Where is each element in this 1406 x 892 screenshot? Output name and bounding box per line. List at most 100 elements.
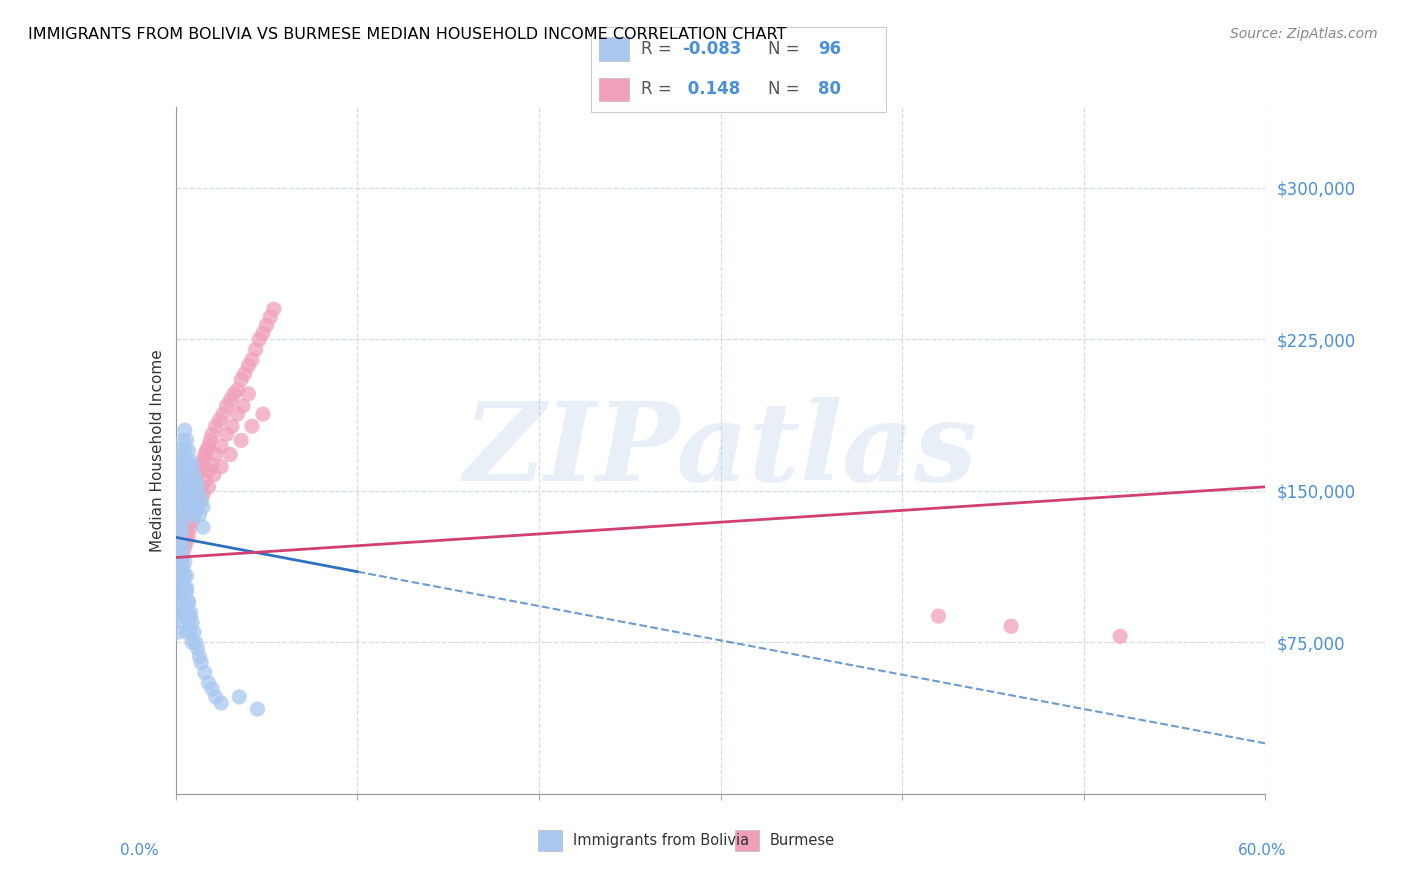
Point bbox=[169, 534, 191, 549]
Point bbox=[169, 549, 191, 563]
Point bbox=[179, 609, 201, 624]
Point bbox=[179, 605, 201, 619]
Point bbox=[197, 480, 219, 494]
Point bbox=[238, 387, 260, 401]
Point bbox=[184, 494, 207, 508]
Point bbox=[177, 595, 200, 609]
Point bbox=[166, 585, 188, 599]
Bar bbox=[537, 830, 562, 851]
Bar bbox=[599, 78, 628, 102]
Point bbox=[173, 555, 195, 569]
Text: 60.0%: 60.0% bbox=[1239, 843, 1286, 858]
Point bbox=[191, 500, 214, 514]
Point bbox=[172, 494, 194, 508]
Point bbox=[173, 483, 195, 498]
Point bbox=[219, 448, 242, 462]
Point bbox=[181, 635, 204, 649]
Point bbox=[179, 494, 201, 508]
Point bbox=[169, 520, 191, 534]
Point bbox=[173, 443, 195, 458]
Point bbox=[177, 464, 200, 478]
Point bbox=[232, 399, 254, 413]
Point bbox=[179, 453, 201, 467]
Point bbox=[176, 534, 198, 549]
Point bbox=[245, 343, 267, 357]
Point bbox=[209, 459, 232, 474]
Text: R =: R = bbox=[641, 40, 676, 58]
Point bbox=[173, 423, 195, 437]
Point bbox=[172, 453, 194, 467]
Point bbox=[176, 453, 198, 467]
Point bbox=[181, 500, 204, 514]
Point bbox=[183, 480, 205, 494]
Point bbox=[181, 514, 204, 528]
Point bbox=[186, 467, 209, 482]
Point bbox=[169, 453, 191, 467]
Point bbox=[177, 528, 200, 542]
Point bbox=[170, 609, 193, 624]
Point bbox=[173, 504, 195, 518]
Point bbox=[188, 649, 211, 664]
Point bbox=[172, 541, 194, 555]
Point bbox=[177, 443, 200, 458]
Point bbox=[183, 494, 205, 508]
Point bbox=[928, 609, 950, 624]
Point bbox=[173, 581, 195, 595]
Point bbox=[170, 555, 193, 569]
Point bbox=[252, 407, 274, 421]
Point bbox=[181, 615, 204, 630]
Point bbox=[240, 352, 263, 367]
Text: IMMIGRANTS FROM BOLIVIA VS BURMESE MEDIAN HOUSEHOLD INCOME CORRELATION CHART: IMMIGRANTS FROM BOLIVIA VS BURMESE MEDIA… bbox=[28, 27, 786, 42]
Point bbox=[170, 443, 193, 458]
Point bbox=[169, 474, 191, 488]
Point bbox=[201, 458, 224, 472]
Point bbox=[170, 504, 193, 518]
Point bbox=[215, 427, 238, 442]
Point bbox=[201, 427, 224, 442]
Point bbox=[226, 383, 249, 397]
Point bbox=[166, 565, 188, 579]
Text: Immigrants from Bolivia: Immigrants from Bolivia bbox=[574, 833, 749, 847]
Point bbox=[197, 675, 219, 690]
Point bbox=[170, 464, 193, 478]
Point bbox=[176, 434, 198, 448]
Point bbox=[246, 702, 269, 716]
Point bbox=[177, 483, 200, 498]
Point bbox=[1000, 619, 1022, 633]
Point bbox=[197, 439, 219, 453]
Point bbox=[172, 474, 194, 488]
Bar bbox=[734, 830, 759, 851]
Point bbox=[247, 332, 270, 346]
Text: ZIPatlas: ZIPatlas bbox=[464, 397, 977, 504]
Point bbox=[173, 601, 195, 615]
Point bbox=[169, 494, 191, 508]
Point bbox=[172, 514, 194, 528]
Point bbox=[194, 665, 217, 680]
Point bbox=[169, 605, 191, 619]
Point bbox=[176, 585, 198, 599]
Point bbox=[172, 534, 194, 549]
Point bbox=[179, 520, 201, 534]
Point bbox=[183, 508, 205, 522]
Text: 0.0%: 0.0% bbox=[120, 843, 159, 858]
Point bbox=[209, 439, 232, 453]
Point bbox=[170, 483, 193, 498]
Point bbox=[195, 443, 218, 458]
Point bbox=[186, 480, 209, 494]
Point bbox=[170, 589, 193, 603]
Point bbox=[176, 581, 198, 595]
Point bbox=[184, 474, 207, 488]
Point bbox=[172, 615, 194, 630]
Point bbox=[179, 488, 201, 502]
Point bbox=[177, 504, 200, 518]
Point bbox=[259, 310, 281, 325]
Point bbox=[263, 301, 285, 316]
Text: Burmese: Burmese bbox=[770, 833, 835, 847]
Point bbox=[176, 474, 198, 488]
Point bbox=[172, 549, 194, 563]
Point bbox=[176, 494, 198, 508]
Point bbox=[186, 641, 209, 656]
Point bbox=[169, 585, 191, 599]
Point bbox=[219, 392, 242, 407]
Point bbox=[172, 434, 194, 448]
